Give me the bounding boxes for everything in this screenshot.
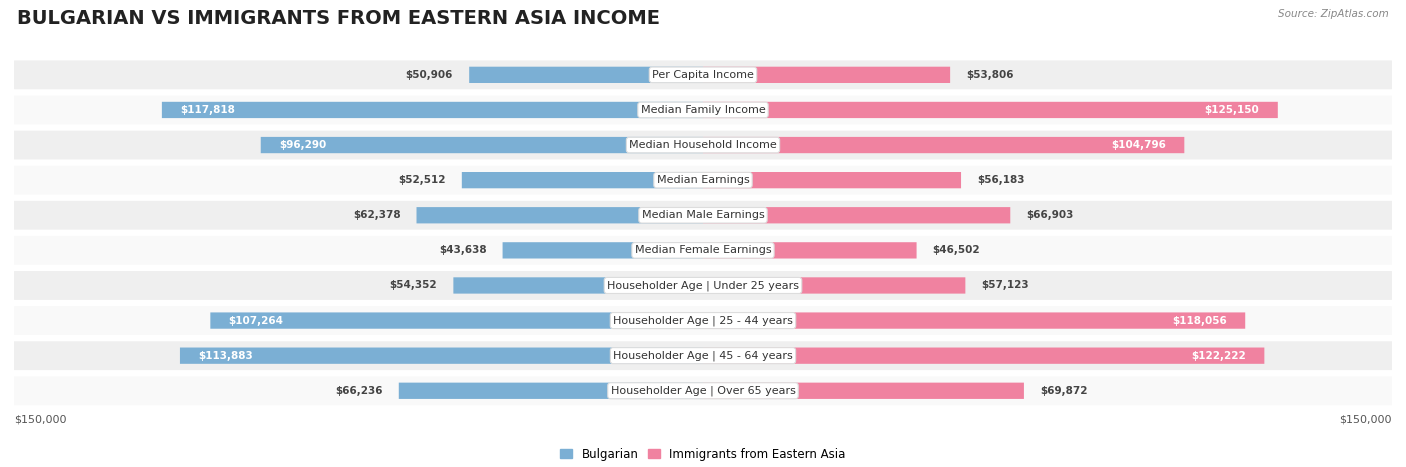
Text: $96,290: $96,290 (280, 140, 326, 150)
Text: $118,056: $118,056 (1173, 316, 1227, 325)
FancyBboxPatch shape (703, 277, 966, 294)
FancyBboxPatch shape (14, 376, 1392, 405)
Text: $150,000: $150,000 (14, 414, 66, 425)
FancyBboxPatch shape (162, 102, 703, 118)
FancyBboxPatch shape (416, 207, 703, 223)
Text: $113,883: $113,883 (198, 351, 253, 361)
Text: $69,872: $69,872 (1040, 386, 1087, 396)
Text: $53,806: $53,806 (966, 70, 1014, 80)
Text: $43,638: $43,638 (439, 245, 486, 255)
FancyBboxPatch shape (14, 271, 1392, 300)
Text: Householder Age | 45 - 64 years: Householder Age | 45 - 64 years (613, 350, 793, 361)
FancyBboxPatch shape (502, 242, 703, 259)
FancyBboxPatch shape (399, 382, 703, 399)
FancyBboxPatch shape (703, 102, 1278, 118)
FancyBboxPatch shape (703, 172, 962, 188)
FancyBboxPatch shape (703, 242, 917, 259)
Text: Median Household Income: Median Household Income (628, 140, 778, 150)
Text: $66,236: $66,236 (335, 386, 382, 396)
Text: Householder Age | Over 65 years: Householder Age | Over 65 years (610, 386, 796, 396)
Text: $57,123: $57,123 (981, 281, 1029, 290)
FancyBboxPatch shape (180, 347, 703, 364)
Text: $46,502: $46,502 (932, 245, 980, 255)
FancyBboxPatch shape (14, 166, 1392, 195)
Legend: Bulgarian, Immigrants from Eastern Asia: Bulgarian, Immigrants from Eastern Asia (555, 443, 851, 466)
Text: Householder Age | Under 25 years: Householder Age | Under 25 years (607, 280, 799, 291)
Text: $62,378: $62,378 (353, 210, 401, 220)
FancyBboxPatch shape (14, 60, 1392, 89)
Text: Median Earnings: Median Earnings (657, 175, 749, 185)
Text: $125,150: $125,150 (1205, 105, 1260, 115)
Text: Householder Age | 25 - 44 years: Householder Age | 25 - 44 years (613, 315, 793, 326)
FancyBboxPatch shape (14, 236, 1392, 265)
Text: Per Capita Income: Per Capita Income (652, 70, 754, 80)
Text: $56,183: $56,183 (977, 175, 1025, 185)
Text: BULGARIAN VS IMMIGRANTS FROM EASTERN ASIA INCOME: BULGARIAN VS IMMIGRANTS FROM EASTERN ASI… (17, 9, 659, 28)
FancyBboxPatch shape (703, 67, 950, 83)
FancyBboxPatch shape (211, 312, 703, 329)
Text: $107,264: $107,264 (229, 316, 284, 325)
Text: $66,903: $66,903 (1026, 210, 1074, 220)
Text: $117,818: $117,818 (180, 105, 235, 115)
FancyBboxPatch shape (703, 312, 1246, 329)
Text: $150,000: $150,000 (1340, 414, 1392, 425)
FancyBboxPatch shape (260, 137, 703, 153)
Text: $54,352: $54,352 (389, 281, 437, 290)
FancyBboxPatch shape (703, 207, 1011, 223)
Text: $52,512: $52,512 (398, 175, 446, 185)
Text: Median Male Earnings: Median Male Earnings (641, 210, 765, 220)
Text: $104,796: $104,796 (1111, 140, 1166, 150)
Text: Source: ZipAtlas.com: Source: ZipAtlas.com (1278, 9, 1389, 19)
FancyBboxPatch shape (703, 137, 1184, 153)
FancyBboxPatch shape (14, 131, 1392, 159)
Text: Median Family Income: Median Family Income (641, 105, 765, 115)
Text: Median Female Earnings: Median Female Earnings (634, 245, 772, 255)
FancyBboxPatch shape (14, 306, 1392, 335)
FancyBboxPatch shape (470, 67, 703, 83)
Text: $122,222: $122,222 (1191, 351, 1246, 361)
FancyBboxPatch shape (453, 277, 703, 294)
FancyBboxPatch shape (14, 201, 1392, 230)
FancyBboxPatch shape (703, 382, 1024, 399)
FancyBboxPatch shape (461, 172, 703, 188)
FancyBboxPatch shape (14, 341, 1392, 370)
Text: $50,906: $50,906 (406, 70, 453, 80)
FancyBboxPatch shape (703, 347, 1264, 364)
FancyBboxPatch shape (14, 96, 1392, 124)
